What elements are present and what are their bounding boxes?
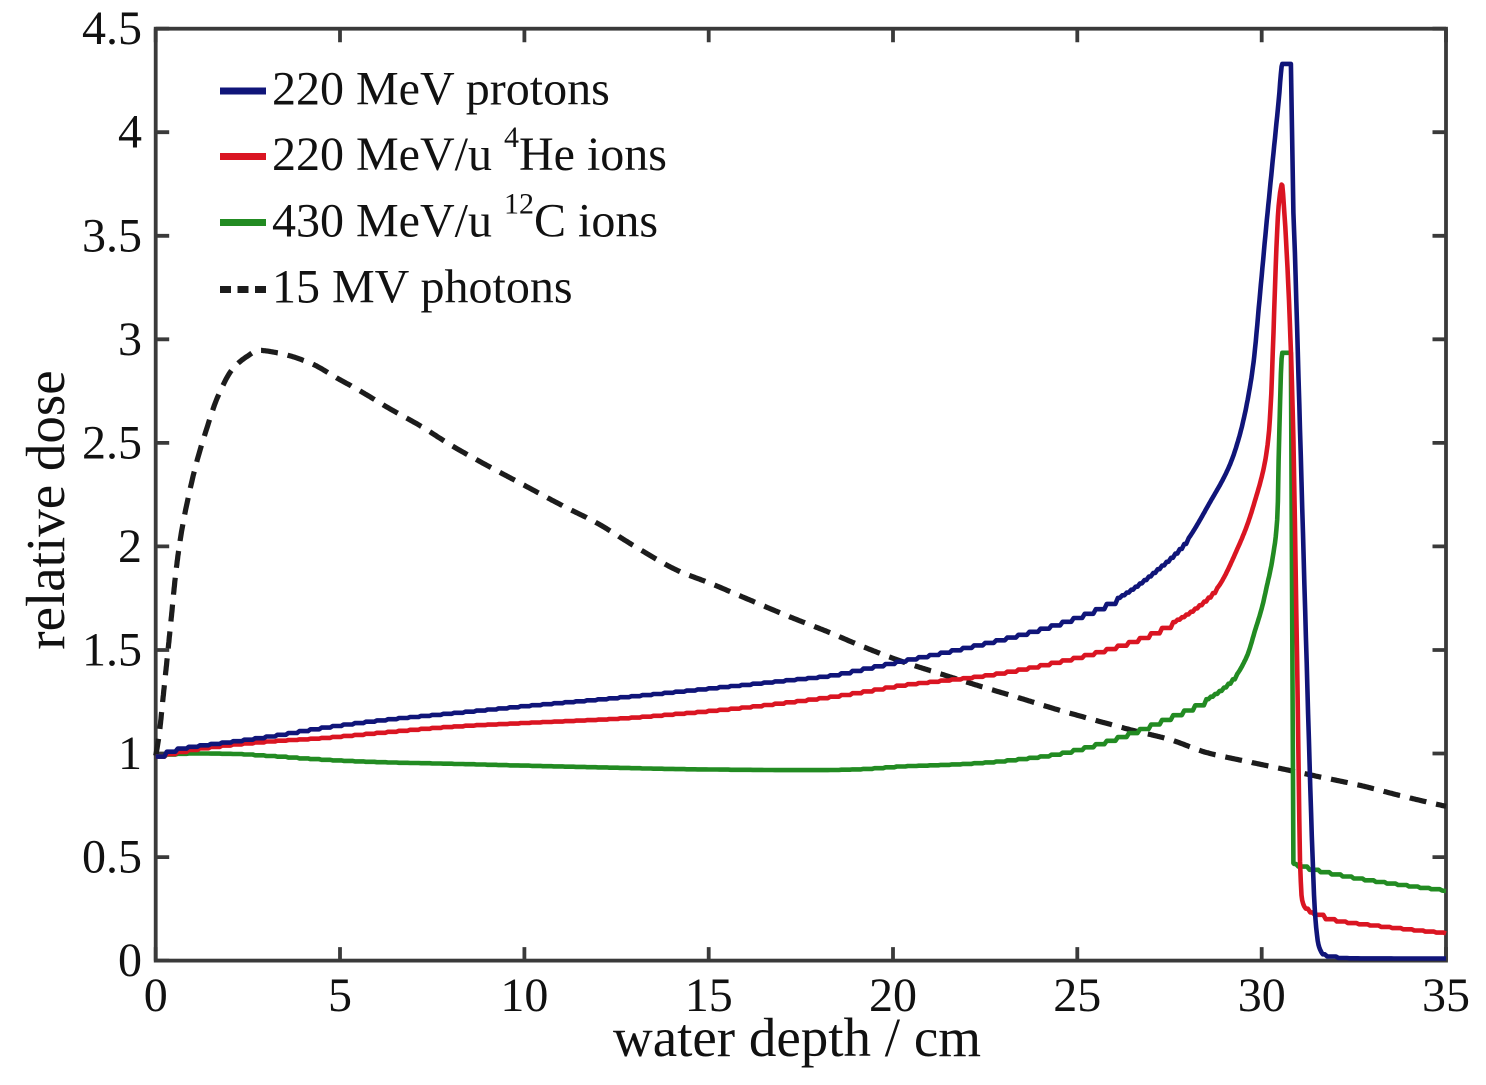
svg-text:4: 4 — [118, 106, 142, 159]
svg-text:3.5: 3.5 — [82, 209, 142, 262]
svg-text:0: 0 — [118, 934, 142, 987]
svg-text:30: 30 — [1238, 969, 1286, 1022]
svg-text:15: 15 — [685, 969, 733, 1022]
svg-text:3: 3 — [118, 313, 142, 366]
svg-text:15 MV photons: 15 MV photons — [272, 261, 573, 314]
svg-text:2: 2 — [118, 520, 142, 573]
svg-text:220 MeV/u 4He ions: 220 MeV/u 4He ions — [272, 121, 667, 181]
svg-text:1: 1 — [118, 727, 142, 780]
svg-text:5: 5 — [328, 969, 352, 1022]
svg-text:1.5: 1.5 — [82, 624, 142, 677]
svg-text:20: 20 — [869, 969, 917, 1022]
svg-text:relative dose: relative dose — [15, 370, 76, 649]
svg-text:2.5: 2.5 — [82, 416, 142, 469]
svg-text:430 MeV/u 12C ions: 430 MeV/u 12C ions — [272, 188, 658, 248]
svg-text:4.5: 4.5 — [82, 2, 142, 55]
svg-text:0: 0 — [144, 969, 168, 1022]
svg-text:10: 10 — [500, 969, 548, 1022]
svg-text:0.5: 0.5 — [82, 831, 142, 884]
svg-text:35: 35 — [1422, 969, 1470, 1022]
svg-text:water depth / cm: water depth / cm — [613, 1007, 981, 1068]
svg-text:220 MeV protons: 220 MeV protons — [272, 63, 610, 116]
svg-text:25: 25 — [1053, 969, 1101, 1022]
